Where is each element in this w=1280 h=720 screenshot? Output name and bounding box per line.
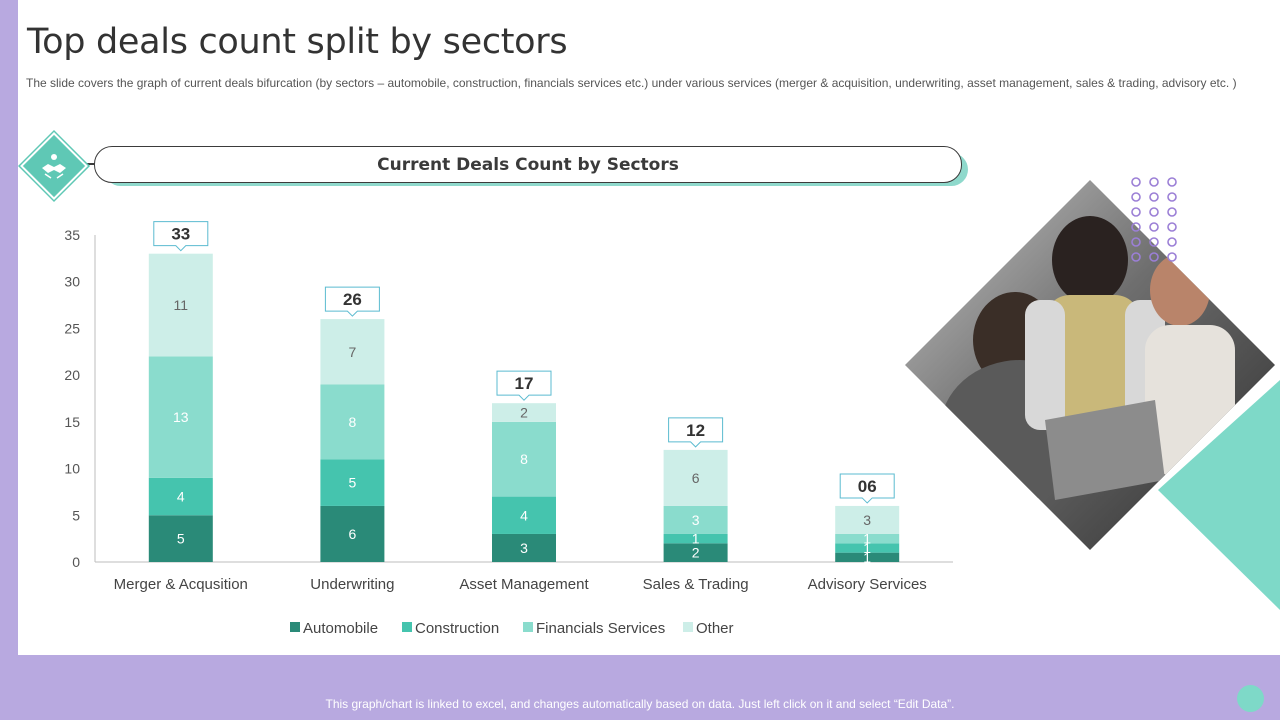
segment-label: 1 [863,531,871,547]
chart-title: Current Deals Count by Sectors [377,154,679,175]
total-label: 33 [171,225,190,244]
bar-segment[interactable] [492,533,556,562]
total-callout-box [153,221,209,252]
total-callout-box [324,286,380,317]
bar-segment[interactable] [320,319,385,385]
legend-swatch [523,622,533,632]
x-tick-label: Underwriting [310,576,394,593]
bar-segment[interactable] [492,421,556,497]
page-subtitle: The slide covers the graph of current de… [26,76,1237,90]
bar-segment[interactable] [835,505,900,534]
bar-segment[interactable] [320,384,385,460]
legend-label: Other [696,620,734,637]
page-title: Top deals count split by sectors [27,22,568,62]
x-tick-label: Sales & Trading [643,576,749,593]
y-tick-label: 35 [64,227,80,243]
handshake-icon [20,132,88,200]
legend-swatch [402,622,412,632]
x-tick-label: Asset Management [459,576,589,593]
segment-label: 3 [520,540,528,556]
total-label: 12 [686,421,705,440]
bar-segment[interactable] [320,505,385,562]
y-tick-label: 0 [72,554,80,570]
segment-label: 2 [692,545,700,561]
bar-segment[interactable] [663,505,728,534]
y-tick-label: 5 [72,507,80,523]
segment-label: 8 [349,414,357,430]
decorative-teal-triangle [1158,380,1280,610]
segment-label: 3 [863,512,871,528]
total-callout-box [496,370,552,401]
x-tick-label: Advisory Services [808,576,927,593]
y-tick-label: 15 [64,414,80,430]
legend-swatch [290,622,300,632]
segment-label: 1 [863,549,871,565]
segment-label: 3 [692,512,700,528]
bar-segment[interactable] [148,515,213,562]
chart-title-banner: Current Deals Count by Sectors [94,146,962,183]
bar-segment[interactable] [148,477,213,516]
segment-label: 4 [520,507,528,523]
bar-segment[interactable] [492,496,556,534]
total-callout-box [839,473,895,504]
segment-label: 2 [520,405,528,421]
bar-segment[interactable] [663,543,728,562]
bar-segment[interactable] [663,449,728,506]
y-tick-label: 20 [64,367,80,383]
y-tick-label: 25 [64,320,80,336]
segment-label: 4 [177,489,185,505]
segment-label: 1 [863,540,871,556]
total-label: 06 [858,477,877,496]
segment-label: 5 [349,475,357,491]
decorative-dot-grid [1131,177,1177,262]
segment-label: 8 [520,451,528,467]
bar-segment[interactable] [148,356,213,478]
total-callout-box [668,417,724,448]
segment-label: 1 [692,531,700,547]
bar-segment[interactable] [835,552,900,562]
slide-canvas: Top deals count split by sectors The sli… [18,0,1280,655]
legend-label: Construction [415,620,499,637]
bar-segment[interactable] [663,533,728,544]
total-label: 26 [343,290,362,309]
legend-label: Automobile [303,620,378,637]
bar-segment[interactable] [148,253,213,357]
segment-label: 6 [692,470,700,486]
footer-note: This graph/chart is linked to excel, and… [325,697,955,711]
y-tick-label: 30 [64,274,80,290]
bar-segment[interactable] [835,533,900,544]
x-tick-label: Merger & Acqusition [114,576,248,593]
legend-swatch [683,622,693,632]
bar-segment[interactable] [320,459,385,506]
segment-label: 13 [173,409,189,425]
segment-label: 6 [349,526,357,542]
segment-label: 11 [174,297,189,313]
segment-label: 5 [177,531,185,547]
y-tick-label: 10 [64,461,80,477]
bar-segment[interactable] [492,403,556,422]
corner-decor-dot [1237,685,1264,712]
legend-label: Financials Services [536,620,665,637]
total-label: 17 [515,374,534,393]
segment-label: 7 [349,344,357,360]
bar-segment[interactable] [835,543,900,553]
